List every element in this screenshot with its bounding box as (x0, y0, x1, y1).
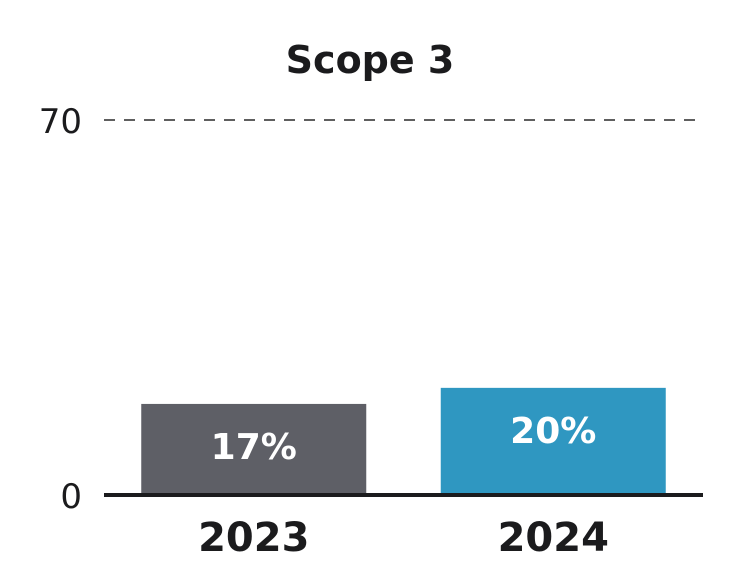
x-tick-label-2024: 2024 (498, 515, 609, 561)
bar-2023 (141, 403, 367, 495)
chart-title: Scope 3 (286, 38, 455, 82)
y-tick-label-0: 0 (60, 477, 82, 517)
data-label-2024: 20% (510, 411, 596, 452)
bar-labels: 17% 2023 20% 2024 (198, 411, 609, 561)
data-label-2023: 17% (211, 427, 297, 468)
y-axis-ticks: 0 70 (39, 102, 82, 517)
y-tick-label-70: 70 (39, 102, 82, 142)
x-tick-label-2023: 2023 (198, 515, 309, 561)
bar-2024 (440, 387, 666, 495)
bars (141, 387, 666, 495)
